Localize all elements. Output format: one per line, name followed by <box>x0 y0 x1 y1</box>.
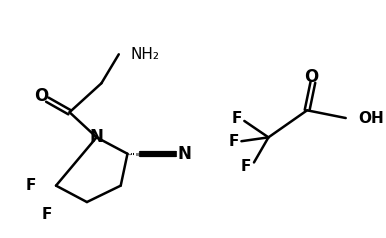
Text: F: F <box>26 178 36 193</box>
Text: F: F <box>229 134 239 149</box>
Text: F: F <box>41 207 52 222</box>
Text: O: O <box>304 68 318 85</box>
Text: F: F <box>241 159 251 174</box>
Text: NH₂: NH₂ <box>130 47 159 62</box>
Text: F: F <box>232 110 242 125</box>
Text: O: O <box>34 87 49 105</box>
Text: N: N <box>90 128 103 146</box>
Text: N: N <box>178 145 191 163</box>
Text: OH: OH <box>358 110 384 125</box>
